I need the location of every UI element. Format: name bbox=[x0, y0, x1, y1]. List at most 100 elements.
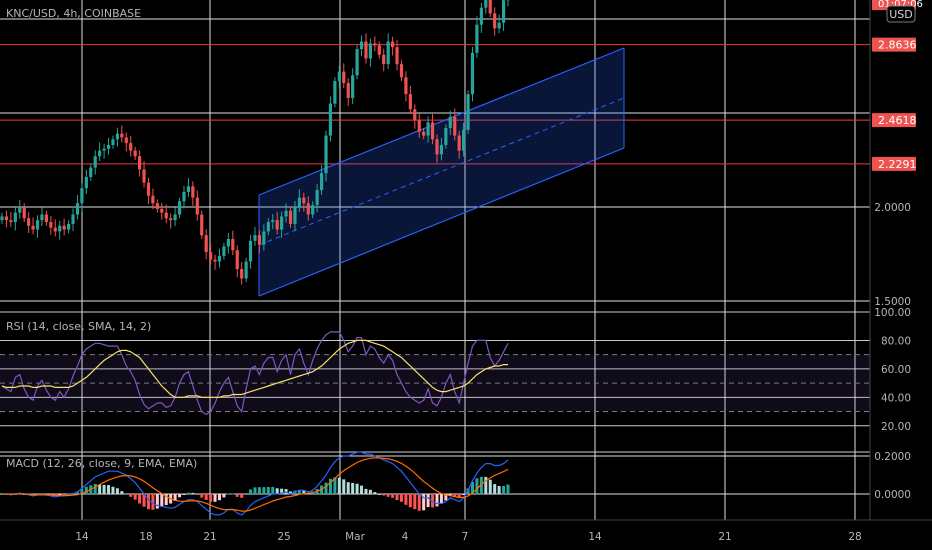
macd-histogram-bar bbox=[395, 494, 399, 501]
rsi-ma-line bbox=[1, 339, 508, 398]
macd-histogram-bar bbox=[426, 494, 430, 508]
candle-body bbox=[373, 43, 377, 46]
currency-button[interactable]: USD bbox=[886, 5, 916, 23]
macd-histogram-bar bbox=[302, 490, 306, 494]
candle-body bbox=[155, 203, 159, 209]
channel-lower-line[interactable] bbox=[258, 147, 625, 297]
candle-body bbox=[444, 128, 448, 145]
macd-histogram-bar bbox=[120, 491, 124, 494]
macd-histogram-bar bbox=[186, 492, 190, 494]
macd-histogram-bar bbox=[453, 494, 457, 498]
macd-histogram-bar bbox=[337, 477, 341, 494]
price-label-value: 2.4618 bbox=[878, 114, 917, 127]
candle-body bbox=[253, 235, 257, 241]
candle-body bbox=[226, 238, 230, 247]
candle-body bbox=[488, 0, 492, 14]
candle-body bbox=[0, 216, 4, 221]
candle-body bbox=[89, 167, 93, 177]
time-tick-label: 4 bbox=[402, 531, 409, 543]
candle-body bbox=[248, 240, 253, 262]
candle-body bbox=[306, 203, 310, 215]
macd-histogram-bar bbox=[324, 482, 328, 494]
macd-histogram-bar bbox=[53, 494, 57, 496]
channel-upper-line[interactable] bbox=[258, 47, 625, 196]
candle-body bbox=[435, 139, 439, 155]
macd-histogram-bar bbox=[462, 494, 466, 495]
candle-body bbox=[324, 135, 328, 174]
candle-body bbox=[297, 197, 301, 207]
macd-histogram-bar bbox=[217, 494, 221, 501]
time-tick-label: 14 bbox=[588, 531, 602, 543]
macd-histogram-bar bbox=[173, 494, 177, 501]
candle-body bbox=[169, 218, 173, 221]
macd-line bbox=[2, 451, 509, 516]
candle-body bbox=[71, 214, 75, 224]
macd-histogram-bar bbox=[98, 484, 102, 494]
macd-histogram-bar bbox=[129, 494, 133, 497]
candle-body bbox=[328, 103, 333, 136]
candle-body bbox=[453, 116, 457, 136]
macd-histogram-bar bbox=[164, 494, 168, 506]
candle-body bbox=[231, 238, 235, 251]
candle-body bbox=[115, 133, 120, 140]
macd-histogram-bar bbox=[84, 486, 88, 494]
candle-body bbox=[27, 218, 31, 226]
macd-histogram-bar bbox=[266, 486, 270, 494]
candle-body bbox=[262, 231, 266, 245]
candle-body bbox=[479, 7, 483, 25]
candle-body bbox=[413, 109, 417, 121]
macd-histogram-bar bbox=[439, 494, 443, 504]
candle-body bbox=[470, 52, 475, 95]
candle-body bbox=[53, 227, 57, 232]
macd-histogram-bar bbox=[351, 482, 355, 494]
candle-body bbox=[209, 252, 213, 260]
macd-histogram-bar bbox=[262, 487, 266, 494]
macd-histogram-bar bbox=[484, 476, 488, 494]
time-tick-label: 28 bbox=[848, 531, 861, 543]
macd-histogram-bar bbox=[328, 478, 332, 494]
candle-body bbox=[368, 43, 373, 59]
candle-body bbox=[66, 223, 71, 230]
candle-body bbox=[146, 182, 151, 196]
macd-histogram-bar bbox=[195, 494, 199, 495]
macd-histogram-bar bbox=[124, 493, 128, 495]
time-tick-label: 7 bbox=[462, 531, 469, 543]
macd-histogram-bar bbox=[355, 483, 359, 494]
candle-body bbox=[351, 75, 355, 98]
macd-histogram-bar bbox=[146, 494, 150, 510]
macd-histogram-bar bbox=[142, 494, 146, 507]
candle-body bbox=[293, 207, 297, 224]
price-label-box bbox=[872, 113, 916, 128]
candle-body bbox=[200, 214, 204, 236]
candle-body bbox=[13, 212, 17, 223]
candle-body bbox=[457, 135, 461, 151]
macd-histogram-bar bbox=[475, 478, 479, 494]
candle-body bbox=[302, 197, 306, 204]
macd-histogram-bar bbox=[297, 489, 301, 494]
macd-pane[interactable] bbox=[0, 451, 510, 516]
parallel-channel[interactable] bbox=[0, 0, 870, 297]
rsi-pane[interactable] bbox=[0, 331, 870, 416]
macd-histogram-bar bbox=[257, 487, 261, 494]
macd-histogram-bar bbox=[107, 485, 111, 494]
candle-body bbox=[395, 47, 399, 65]
macd-histogram-bar bbox=[417, 494, 421, 511]
candle-body bbox=[186, 186, 191, 192]
candle-body bbox=[58, 225, 62, 232]
currency-button-label[interactable]: USD bbox=[889, 8, 913, 21]
macd-histogram-bar bbox=[373, 492, 377, 494]
candle-body bbox=[49, 222, 53, 228]
time-tick-label: 18 bbox=[139, 531, 152, 543]
candle-body bbox=[311, 205, 315, 215]
macd-tick-label: 0.2000 bbox=[874, 451, 911, 463]
candlestick-series bbox=[0, 0, 510, 285]
time-tick-label: 21 bbox=[718, 531, 731, 543]
time-tick-label: 14 bbox=[75, 531, 89, 543]
macd-histogram-bar bbox=[160, 494, 164, 507]
price-tick-label: 2.0000 bbox=[874, 202, 911, 214]
rsi-tick-label: 60.00 bbox=[881, 364, 911, 376]
macd-histogram-bar bbox=[80, 488, 84, 494]
macd-histogram-bar bbox=[178, 494, 182, 498]
channel-fill bbox=[259, 48, 624, 296]
